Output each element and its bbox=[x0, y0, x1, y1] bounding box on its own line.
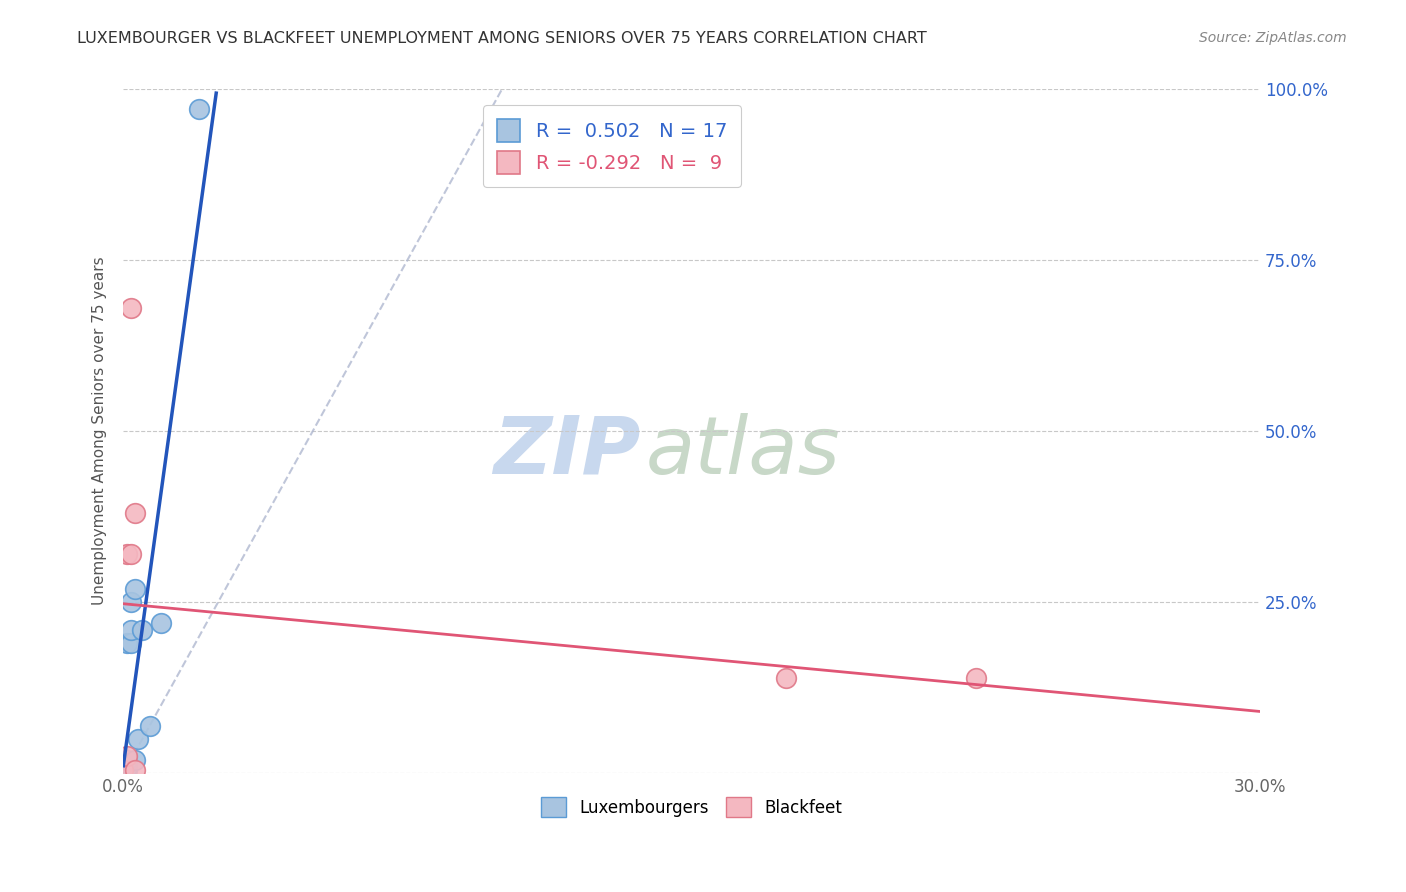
Text: atlas: atlas bbox=[647, 413, 841, 491]
Text: Source: ZipAtlas.com: Source: ZipAtlas.com bbox=[1199, 31, 1347, 45]
Y-axis label: Unemployment Among Seniors over 75 years: Unemployment Among Seniors over 75 years bbox=[93, 257, 107, 606]
Point bbox=[115, 749, 138, 764]
Point bbox=[120, 595, 142, 609]
Point bbox=[150, 615, 173, 630]
Point bbox=[120, 548, 142, 562]
Point bbox=[120, 636, 142, 650]
Text: ZIP: ZIP bbox=[494, 413, 641, 491]
Point bbox=[131, 623, 153, 637]
Text: LUXEMBOURGER VS BLACKFEET UNEMPLOYMENT AMONG SENIORS OVER 75 YEARS CORRELATION C: LUXEMBOURGER VS BLACKFEET UNEMPLOYMENT A… bbox=[77, 31, 927, 46]
Point bbox=[112, 759, 135, 773]
Point bbox=[115, 756, 138, 771]
Legend: Luxembourgers, Blackfeet: Luxembourgers, Blackfeet bbox=[534, 790, 849, 823]
Point bbox=[127, 732, 149, 747]
Point bbox=[965, 671, 987, 685]
Point bbox=[775, 671, 797, 685]
Point bbox=[124, 506, 146, 520]
Point bbox=[124, 763, 146, 777]
Point bbox=[124, 582, 146, 596]
Point bbox=[112, 763, 135, 777]
Point bbox=[188, 103, 211, 117]
Point bbox=[139, 718, 162, 732]
Point bbox=[115, 548, 138, 562]
Point bbox=[120, 623, 142, 637]
Point bbox=[115, 763, 138, 777]
Point bbox=[112, 763, 135, 777]
Point bbox=[115, 759, 138, 773]
Point bbox=[115, 636, 138, 650]
Point bbox=[120, 301, 142, 315]
Point bbox=[115, 753, 138, 767]
Point bbox=[124, 753, 146, 767]
